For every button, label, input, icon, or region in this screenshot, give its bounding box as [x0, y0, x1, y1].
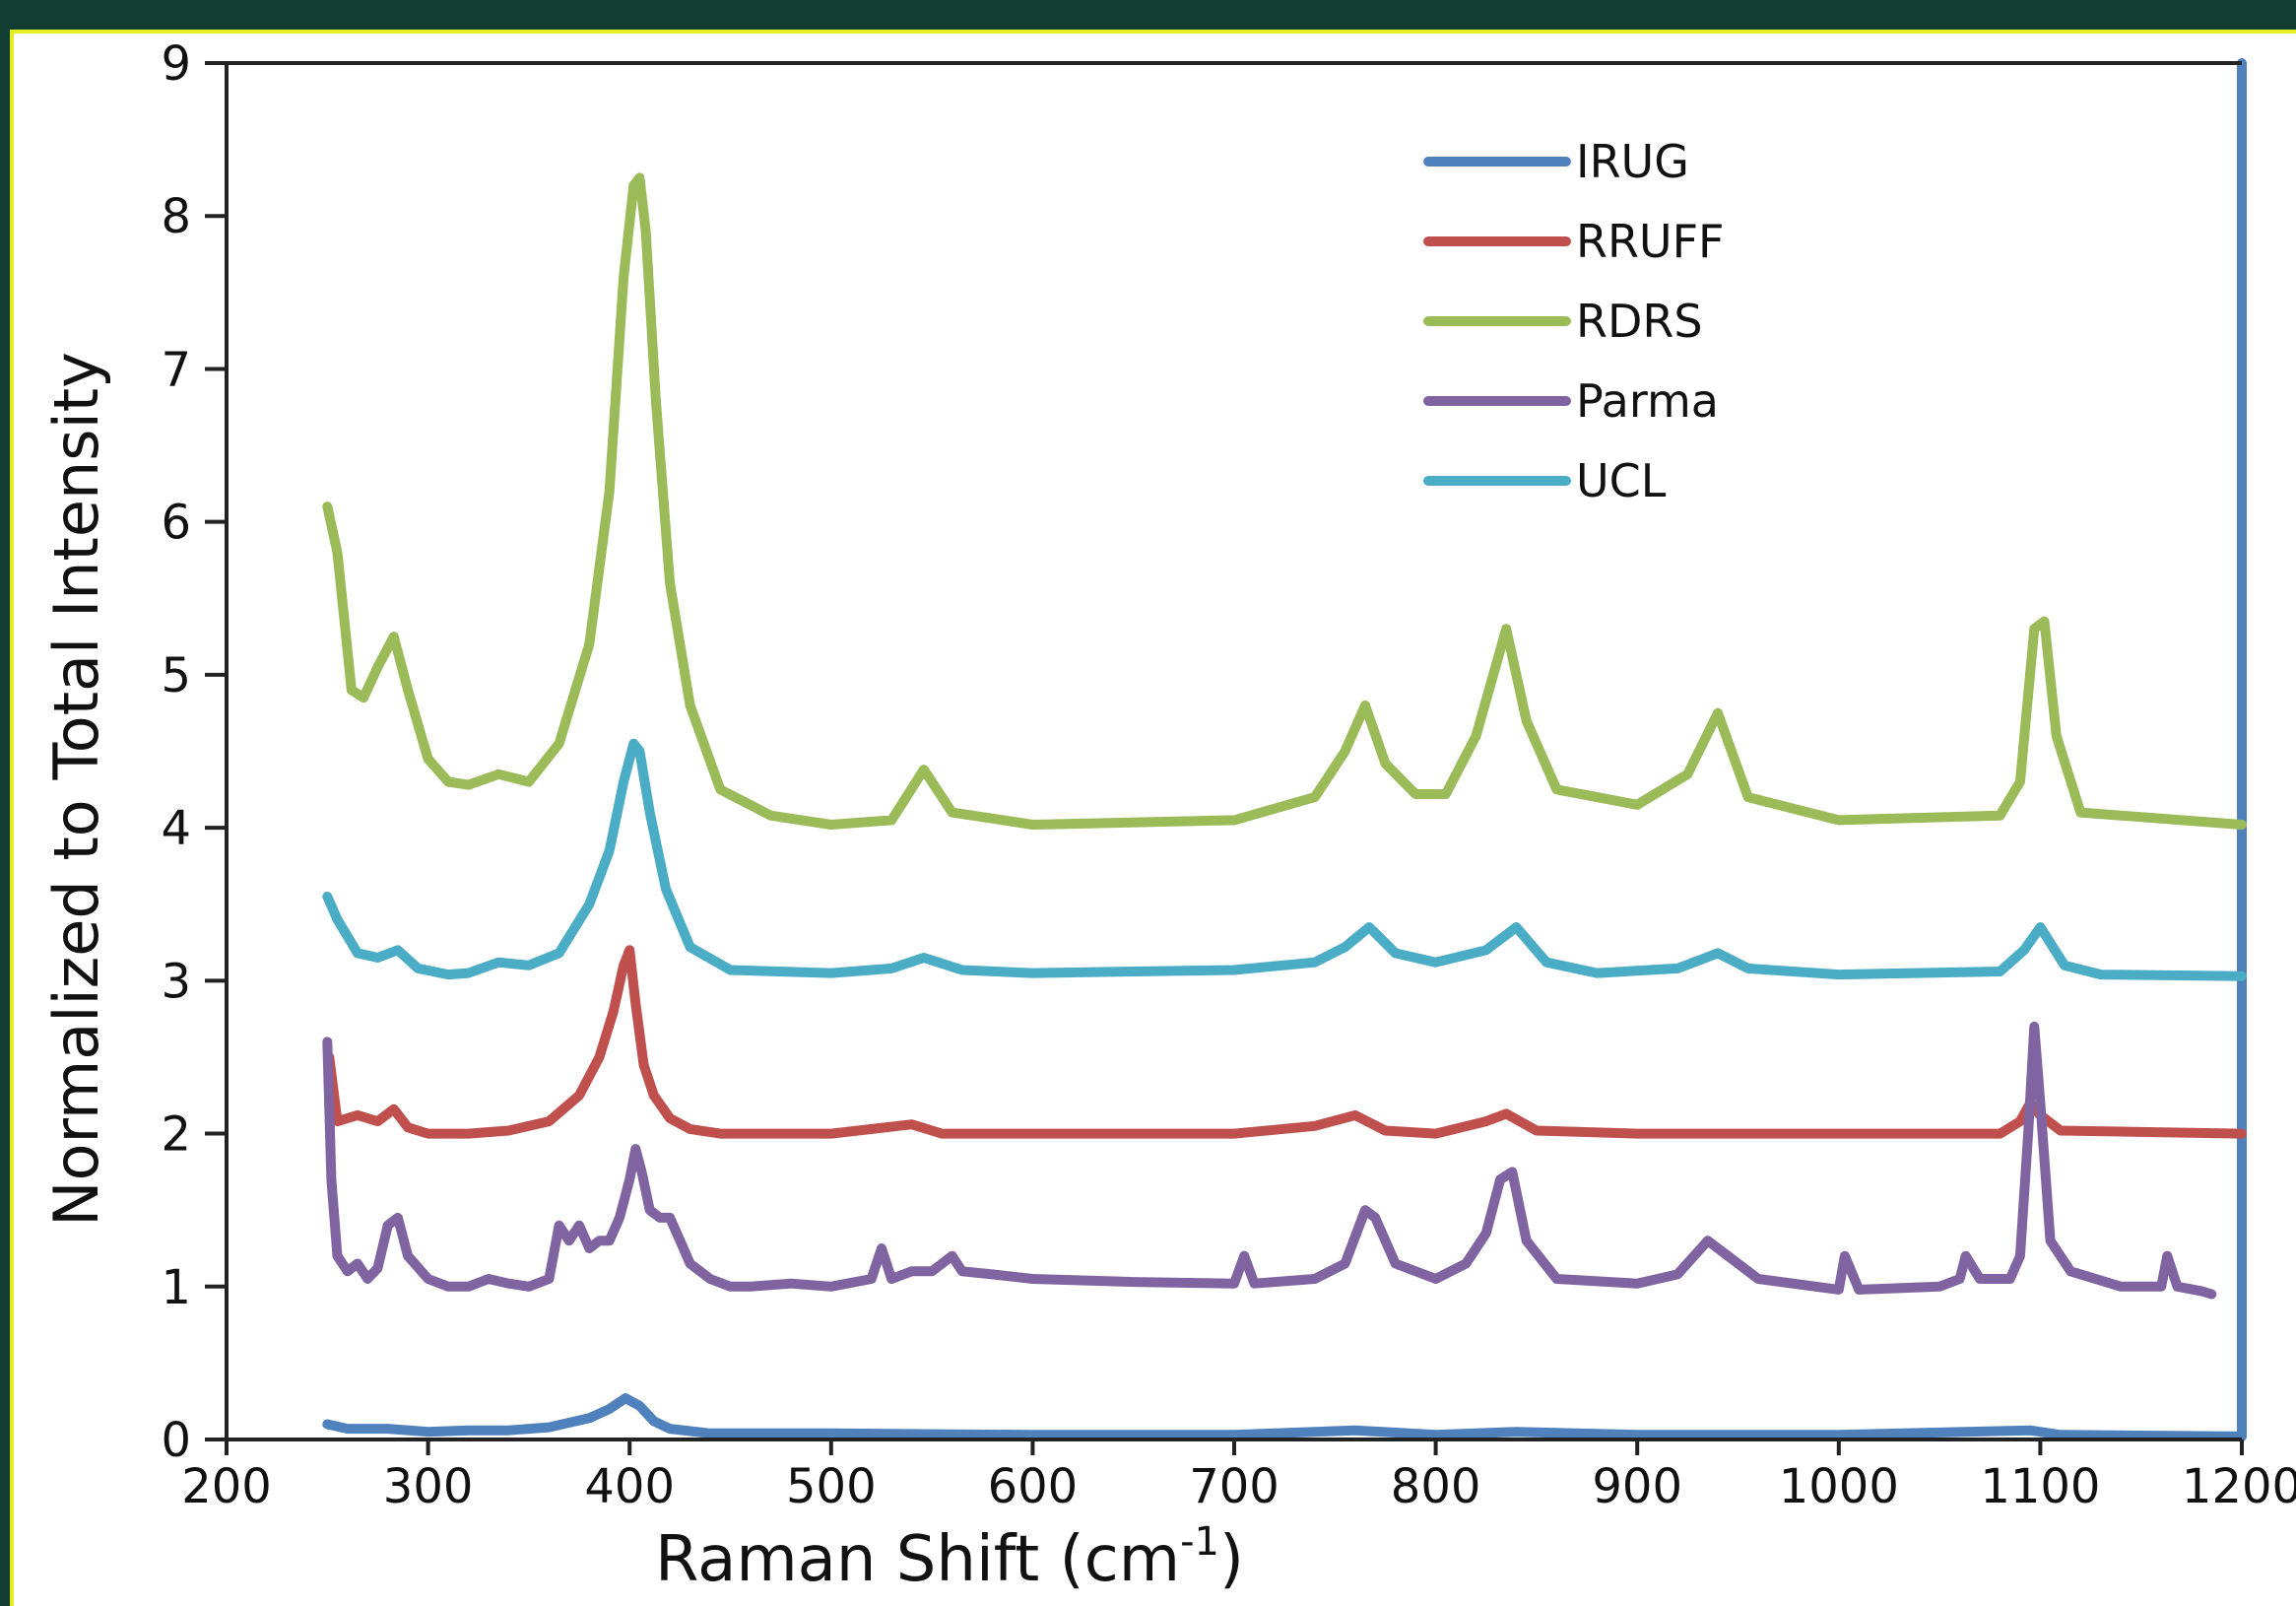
- x-tick-label: 500: [786, 1459, 877, 1514]
- x-tick-label: 1100: [1980, 1459, 2100, 1514]
- legend-label-rruff: RRUFF: [1576, 215, 1725, 268]
- legend-label-parma: Parma: [1576, 374, 1719, 428]
- chart-frame: 200 300 400 500 600 700 800 900 1000 1100 1200 0 1 2 3…: [10, 30, 2296, 1606]
- x-tick-label: 700: [1189, 1459, 1279, 1514]
- x-tick-label: 1200: [2182, 1459, 2296, 1514]
- y-axis-title: Normalized to Total Intensity: [40, 352, 112, 1227]
- x-axis-title-close: ): [1219, 1523, 1244, 1596]
- y-tick-label: 4: [161, 801, 191, 856]
- series-line-rdrs: [322, 172, 2247, 830]
- x-axis-title-main: Raman Shift (cm: [655, 1523, 1180, 1596]
- series-line-ucl: [322, 738, 2247, 981]
- x-tick-label: 400: [584, 1459, 675, 1514]
- y-tick-label: 0: [161, 1413, 191, 1468]
- raman-spectra-chart: 200 300 400 500 600 700 800 900 1000 1100 1200 0 1 2 3…: [40, 36, 2296, 1596]
- series-line-rruff: [324, 945, 2247, 1139]
- y-tick-label: 7: [161, 342, 191, 397]
- legend: IRUG RRUFF RDRS Parma UCL: [1423, 135, 1725, 507]
- y-tick-label: 9: [161, 36, 191, 92]
- series-line-irug: [322, 58, 2247, 1441]
- x-tick-label: 200: [181, 1459, 272, 1514]
- ticks-layer: 200 300 400 500 600 700 800 900 1000 1100 1200 0 1 2 3…: [161, 36, 2296, 1514]
- series-layer: [322, 58, 2247, 1441]
- legend-label-rdrs: RDRS: [1576, 295, 1703, 348]
- legend-label-ucl: UCL: [1576, 454, 1667, 507]
- x-tick-label: 600: [988, 1459, 1079, 1514]
- y-tick-label: 2: [161, 1107, 191, 1163]
- x-axis-title-superscript: -1: [1180, 1519, 1219, 1565]
- x-axis-title: Raman Shift (cm-1): [655, 1519, 1244, 1596]
- axes-layer: [225, 61, 2242, 1441]
- y-tick-label: 5: [161, 648, 191, 703]
- legend-label-irug: IRUG: [1576, 135, 1689, 188]
- x-tick-label: 300: [383, 1459, 474, 1514]
- x-tick-label: 1000: [1779, 1459, 1899, 1514]
- y-tick-label: 3: [161, 954, 191, 1009]
- y-tick-label: 8: [161, 189, 191, 244]
- y-tick-label: 1: [161, 1260, 191, 1315]
- x-tick-label: 800: [1391, 1459, 1481, 1514]
- series-line-parma: [322, 1021, 2217, 1300]
- y-tick-label: 6: [161, 496, 191, 551]
- x-tick-label: 900: [1592, 1459, 1682, 1514]
